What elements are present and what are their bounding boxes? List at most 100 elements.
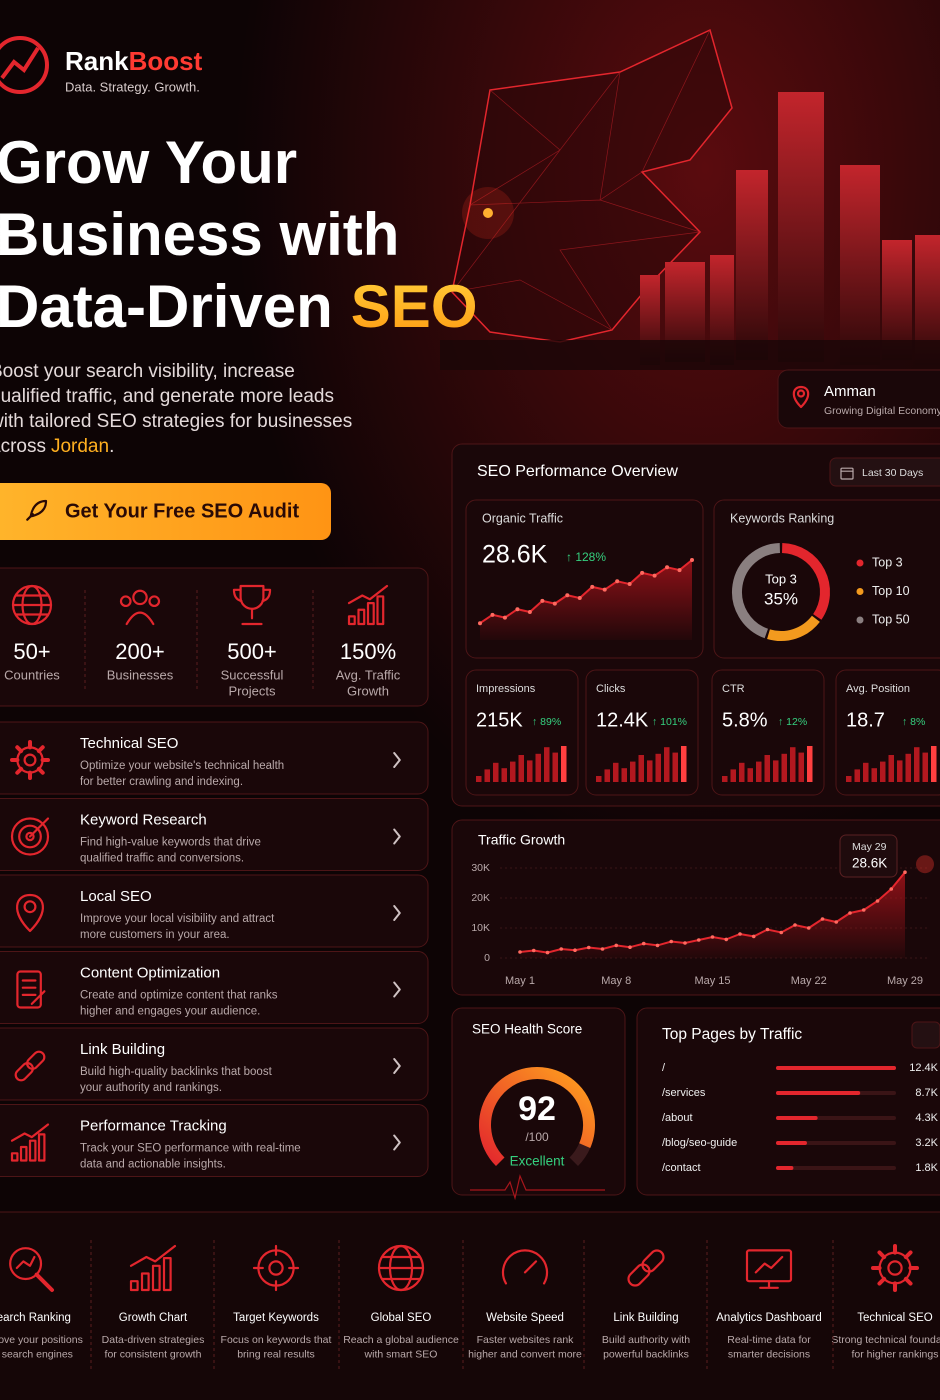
sparkline-point [527, 610, 532, 615]
line-point [710, 935, 715, 939]
line-point [861, 908, 866, 912]
icon-part [641, 1249, 665, 1273]
range-select[interactable] [829, 457, 940, 487]
donut-segment [781, 543, 830, 620]
line-point [820, 917, 825, 921]
service-desc: Track your SEO performance with real-tim… [80, 1143, 301, 1155]
feature-title: Analytics Dashboard [716, 1312, 821, 1324]
icon [393, 905, 401, 921]
line-point [875, 899, 880, 903]
top-pages-panel [636, 1007, 940, 1196]
line-point [655, 943, 660, 948]
mini-bar [613, 762, 619, 782]
icon [792, 385, 810, 409]
icon [16, 893, 44, 933]
feature-title: Target Keywords [233, 1312, 319, 1324]
dashboard-title: SEO Performance Overview [477, 463, 678, 480]
metric-change: ↑ 8% [902, 716, 925, 728]
service-row[interactable] [0, 874, 429, 948]
mini-bar [630, 761, 636, 782]
icon [393, 981, 401, 998]
gauge-value [479, 1067, 595, 1167]
icon-part [393, 981, 401, 998]
icon-part [28, 1139, 37, 1162]
icon-part [36, 766, 45, 775]
mini-bar [681, 746, 687, 782]
mini-bar [544, 747, 550, 782]
tooltip-value: 28.6K [852, 856, 887, 871]
mini-bar [604, 769, 610, 782]
donut-segment [732, 543, 781, 639]
mini-bar [484, 769, 490, 782]
service-row[interactable] [0, 951, 429, 1024]
feature-title: Website Speed [486, 1312, 564, 1324]
icon-part [26, 1050, 46, 1070]
sparkline-point [577, 596, 582, 601]
feature-title: Search Ranking [0, 1312, 71, 1324]
service-row[interactable] [0, 1104, 429, 1177]
icon [14, 1050, 46, 1082]
bar-track [776, 1166, 896, 1170]
icon [119, 589, 161, 626]
sparkline-point [540, 598, 545, 603]
icon-part [840, 467, 854, 480]
bar [776, 1091, 861, 1095]
sparkline-point [640, 570, 645, 575]
line-point [573, 948, 577, 952]
icon [393, 828, 401, 845]
icon-part [26, 499, 48, 521]
icon-part [19, 1145, 28, 1162]
icon-part [132, 589, 148, 606]
sparkline-point [490, 612, 495, 617]
chart-title: Traffic Growth [478, 832, 565, 848]
icon-part [10, 817, 50, 856]
icon [393, 752, 401, 768]
service-title: Keyword Research [80, 811, 207, 828]
icon-part [36, 745, 45, 754]
metric-value: 215K [476, 709, 523, 731]
icon [377, 1244, 425, 1292]
mini-bar [596, 776, 602, 782]
feature-desc: Build authority with [602, 1334, 690, 1346]
service-row[interactable] [0, 1027, 429, 1101]
service-desc: Create and optimize content that ranks [80, 990, 278, 1002]
icon [393, 1134, 401, 1151]
icon-part [18, 824, 42, 849]
line-point [559, 947, 564, 951]
icon-part [376, 595, 385, 626]
stat-value: 500+ [227, 639, 277, 664]
metric-label: Clicks [596, 683, 626, 695]
mini-bar [880, 761, 886, 782]
export-button[interactable] [911, 1021, 940, 1049]
sparkline [479, 559, 693, 625]
feature-desc: Improve your positions [0, 1334, 83, 1346]
feature-desc: powerful backlinks [603, 1348, 689, 1360]
icon-part [887, 1260, 903, 1276]
line-point [765, 927, 770, 932]
mini-bar [722, 776, 728, 782]
mini-bar [535, 753, 541, 782]
x-tick-label: May 15 [694, 975, 730, 987]
icon-part [148, 595, 161, 608]
line-point [779, 930, 784, 935]
stat-label: Projects [229, 683, 276, 698]
cta-button[interactable] [0, 483, 331, 540]
icon-part [129, 1244, 177, 1267]
stat-value: 150% [340, 639, 396, 664]
service-row[interactable] [0, 798, 429, 871]
line-point [793, 923, 797, 927]
icon-part [129, 1280, 139, 1292]
line-point [531, 948, 536, 953]
x-tick-label: May 8 [601, 975, 631, 987]
metric-value: 18.7 [846, 709, 885, 731]
service-row[interactable] [0, 721, 429, 795]
sparkline-point [627, 582, 632, 587]
mini-bar [781, 753, 787, 782]
service-desc: data and actionable insights. [80, 1159, 226, 1171]
feature-desc: higher and convert more [468, 1348, 582, 1360]
icon [232, 584, 272, 626]
hero-title: Grow Your [0, 129, 297, 196]
value-label: 3.2K [915, 1137, 938, 1149]
service-title: Local SEO [80, 888, 152, 905]
feature-desc: Focus on keywords that [221, 1334, 332, 1346]
